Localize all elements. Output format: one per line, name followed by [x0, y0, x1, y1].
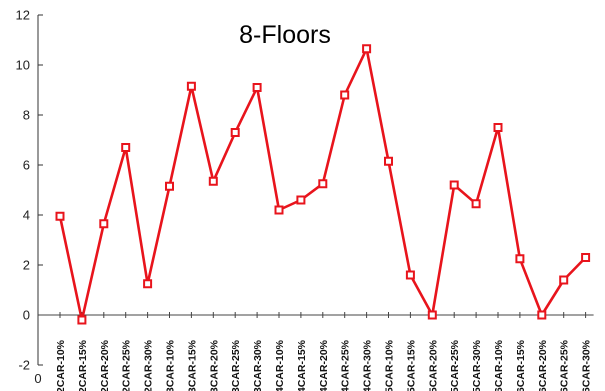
- x-tick-label: 5CAR-15%: [405, 339, 417, 391]
- x-tick-label: 2CAR-30%: [143, 339, 155, 391]
- y-tick-label: 2: [23, 258, 30, 273]
- origin-label: 0: [34, 371, 41, 386]
- y-tick-label: 10: [16, 58, 30, 73]
- data-point: [405, 270, 415, 280]
- data-point: [581, 253, 591, 262]
- data-point: [559, 275, 569, 285]
- data-point: [362, 44, 372, 54]
- data-point: [274, 205, 284, 215]
- x-tick-label: 4CAR-25%: [340, 339, 352, 391]
- data-point: [515, 254, 525, 264]
- x-tick-label: 5CAR-30%: [471, 339, 483, 391]
- data-point: [296, 195, 306, 205]
- data-point: [55, 211, 65, 221]
- y-tick-label: 6: [23, 158, 30, 173]
- y-tick-label: 0: [23, 308, 30, 323]
- x-tick-label: 4CAR-30%: [362, 339, 374, 391]
- chart-title: 8-Floors: [239, 21, 331, 49]
- data-point: [537, 310, 547, 320]
- data-point: [99, 219, 109, 229]
- y-tick-label: 8: [23, 108, 30, 123]
- y-tick-label: -2: [18, 358, 30, 373]
- x-tick-label: 4CAR-20%: [318, 339, 330, 391]
- x-tick-label: 5CAR-25%: [449, 339, 461, 391]
- data-point: [208, 176, 218, 186]
- data-point: [77, 315, 87, 325]
- x-axis: 2CAR-10% 2CAR-15% 2CAR-20% 2CAR-25% 2CAR-30%…: [38, 312, 594, 391]
- y-tick-label: 12: [16, 8, 30, 23]
- x-tick-label: 2CAR-15%: [77, 339, 89, 391]
- data-point: [252, 83, 262, 92]
- x-tick-label: 5CAR-20%: [427, 339, 439, 391]
- markers-group: [55, 44, 591, 325]
- x-tick-label: 3CAR-30%: [252, 339, 264, 391]
- x-tick-label: 3CAR-25%: [230, 339, 242, 391]
- data-point: [230, 128, 240, 137]
- data-point: [121, 143, 131, 152]
- y-tick-label: 4: [23, 208, 30, 223]
- x-tick-label: 4CAR-10%: [274, 339, 286, 391]
- data-point: [143, 279, 153, 289]
- data-point: [186, 81, 196, 91]
- x-tick-label: 3CAR-20%: [208, 339, 220, 391]
- x-tick-label: 6CAR-20%: [537, 339, 549, 391]
- x-tick-label: 6CAR-25%: [559, 339, 571, 391]
- data-point: [427, 310, 437, 320]
- data-point: [493, 123, 503, 132]
- x-tick-label: 5CAR-10%: [384, 339, 396, 391]
- x-tick-label: 2CAR-10%: [55, 339, 67, 391]
- data-point: [449, 180, 459, 190]
- data-point: [165, 181, 174, 191]
- x-tick-label: 6CAR-30%: [581, 339, 593, 391]
- x-tick-label: 3CAR-10%: [165, 339, 177, 391]
- data-point: [471, 199, 481, 209]
- x-tick-label: 2CAR-25%: [121, 339, 133, 391]
- data-point: [318, 179, 328, 189]
- x-tick-label: 6CAR-15%: [515, 339, 527, 391]
- x-tick-label: 3CAR-15%: [186, 339, 198, 391]
- y-axis: -2 0 2 4 6 8 10 12: [16, 8, 43, 373]
- x-tick-label: 2CAR-20%: [99, 339, 111, 391]
- x-tick-label: 6CAR-10%: [493, 339, 505, 391]
- x-tick-label: 4CAR-15%: [296, 339, 308, 391]
- data-point: [340, 90, 350, 100]
- data-point: [384, 156, 393, 166]
